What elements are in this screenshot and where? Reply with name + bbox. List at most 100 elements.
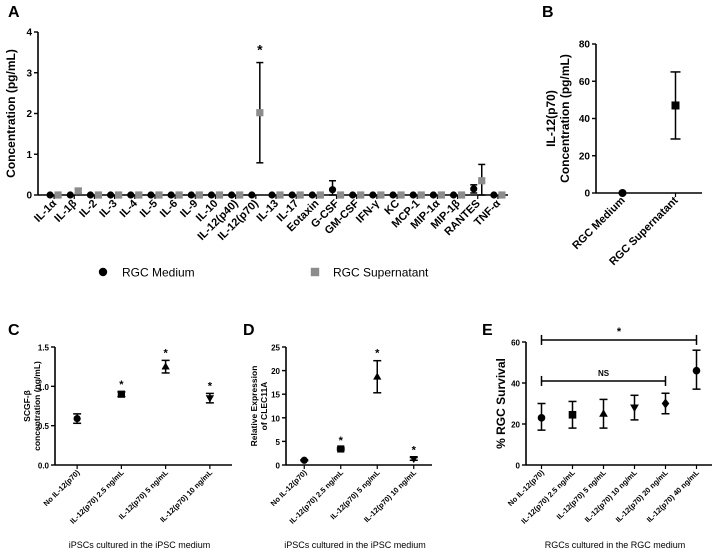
panel-a-point-medium	[248, 191, 256, 199]
panel-e-ytick-label: 20	[511, 421, 520, 430]
panel-a-point-supernatant	[357, 191, 365, 199]
panel-e-ytick-label: 0	[516, 462, 521, 471]
panel-a-point-medium	[107, 191, 115, 199]
panel-a-point-medium	[127, 191, 135, 199]
panel-e-point	[630, 404, 639, 413]
panel-a-category-label: IL-1α	[32, 197, 59, 224]
panel-c-point	[161, 362, 170, 370]
panel-label-b: B	[542, 4, 554, 21]
panel-a-ytick-label: 1	[26, 150, 32, 161]
panel-label-d: D	[243, 322, 255, 339]
panel-c-point	[205, 395, 215, 403]
panel-a-point-medium	[46, 191, 54, 199]
panel-e-x-title: RGCs cultured in the RGC medium	[545, 540, 686, 550]
panel-a-point-supernatant	[316, 191, 324, 199]
panel-a-point-supernatant	[276, 191, 284, 199]
panel-d-significance-star: *	[375, 348, 380, 360]
panel-d-ytick-label: 5	[276, 438, 281, 447]
panel-d-ylabel: Relative Expression	[249, 366, 259, 447]
legend-supernatant-marker	[310, 267, 320, 277]
panel-a-point-supernatant	[397, 191, 405, 199]
panel-a-point-supernatant	[54, 191, 62, 199]
panel-e-point	[537, 414, 546, 422]
panel-c-ytick-label: 1.5	[38, 344, 50, 353]
panel-a-point-supernatant	[336, 191, 345, 199]
panel-e-ytick-label: 40	[511, 380, 520, 389]
panel-d-category-label: No IL-12(p70)	[269, 468, 309, 508]
panel-a-point-medium	[449, 191, 458, 199]
panel-a-point-supernatant	[437, 191, 445, 199]
panel-a-point-medium	[349, 191, 357, 199]
panel-b-point	[671, 101, 680, 110]
panel-d-ytick-label: 15	[271, 391, 280, 400]
panel-a-point-medium	[308, 191, 316, 199]
panel-d-significance-star: *	[412, 444, 417, 456]
panel-a-point-supernatant	[215, 191, 224, 199]
panel-b-ytick-label: 40	[579, 114, 591, 125]
panel-a-point-medium	[147, 191, 155, 199]
panel-a-category-label: IFN-γ	[354, 197, 383, 226]
panel-c-ytick-label: 0.0	[38, 462, 50, 471]
panel-a-point-supernatant	[377, 191, 385, 199]
panel-a-point-medium	[167, 191, 175, 199]
panel-e-point	[661, 398, 670, 409]
panel-c-category-label: No IL-12(p70)	[42, 468, 82, 508]
panel-e-category-label: IL-12(p70) 40 ng/mL	[645, 468, 701, 524]
panel-a-significance-star: *	[257, 42, 263, 58]
panel-a-category-label: IL-2	[77, 198, 99, 220]
panel-a-ylabel: Concentration (pg/mL)	[4, 49, 18, 178]
panel-e-category-label: IL-12(p70) 20 ng/mL	[614, 468, 670, 524]
panel-b-ytick-label: 80	[579, 40, 591, 51]
panel-b-ytick-label: 60	[579, 77, 591, 88]
panel-e-point	[568, 410, 577, 419]
panel-a-ytick-label: 2	[26, 109, 32, 120]
panel-e-point	[692, 366, 701, 375]
panel-a-category-label: IL-5	[138, 198, 160, 220]
panel-a-point-medium	[228, 191, 236, 199]
panel-b-ytick-label: 20	[579, 151, 591, 162]
panel-c-x-title: iPSCs cultured in the iPSC medium	[69, 540, 211, 550]
panel-a-point-supernatant	[115, 191, 123, 199]
panel-e-bracket-label: NS	[598, 369, 610, 378]
panel-d-point	[300, 456, 308, 464]
panel-a-ytick-label: 4	[26, 28, 32, 39]
panel-c-ylabel: SCGF-β	[22, 390, 32, 422]
panel-c-point	[117, 390, 125, 398]
legend-medium-marker	[98, 267, 108, 277]
panel-a-ytick-label: 3	[26, 68, 32, 79]
panel-a-point-medium	[409, 191, 417, 199]
panel-d-point	[373, 372, 382, 380]
panel-label-c: C	[8, 322, 20, 339]
panel-a-category-label: IL-6	[158, 198, 180, 220]
panel-e-category-label: IL-12(p70) 10 ng/mL	[583, 468, 639, 524]
panel-a-point-medium	[328, 186, 337, 194]
panel-d-significance-star: *	[339, 435, 344, 447]
panel-a-ytick-label: 0	[26, 191, 32, 202]
panel-a-point-supernatant	[94, 191, 103, 199]
panel-b-category-label: RGC Medium	[570, 194, 627, 251]
panel-e-point	[599, 409, 608, 417]
panel-e-ytick-label: 60	[511, 339, 520, 348]
panel-d-point	[337, 445, 345, 453]
panel-c-ytick-label: 1.0	[38, 383, 50, 392]
panel-a-point-supernatant	[74, 187, 82, 195]
panel-a-point-medium	[389, 191, 397, 199]
panel-a-point-supernatant	[195, 191, 203, 199]
panel-a-point-medium	[288, 191, 296, 199]
panel-a-point-medium	[187, 191, 195, 199]
panel-e-category-label: IL-12(p70) 2.5 ng/mL	[519, 468, 577, 526]
panel-a-point-supernatant	[296, 191, 304, 199]
panel-d-ytick-label: 0	[276, 462, 281, 471]
panel-c-significance-star: *	[119, 379, 124, 391]
legend-medium-label: RGC Medium	[122, 266, 195, 280]
panel-e-ylabel: % RGC Survival	[494, 358, 508, 449]
panel-a-category-label: IL-1β	[52, 197, 79, 224]
panel-a-point-supernatant	[155, 191, 163, 199]
panel-a-point-supernatant	[417, 191, 425, 199]
panel-b-point	[618, 189, 627, 197]
panel-c-ytick-label: 0.5	[38, 422, 50, 431]
panel-a-point-supernatant	[256, 109, 264, 117]
panel-a-point-medium	[470, 185, 478, 193]
panel-label-a: A	[8, 4, 20, 21]
